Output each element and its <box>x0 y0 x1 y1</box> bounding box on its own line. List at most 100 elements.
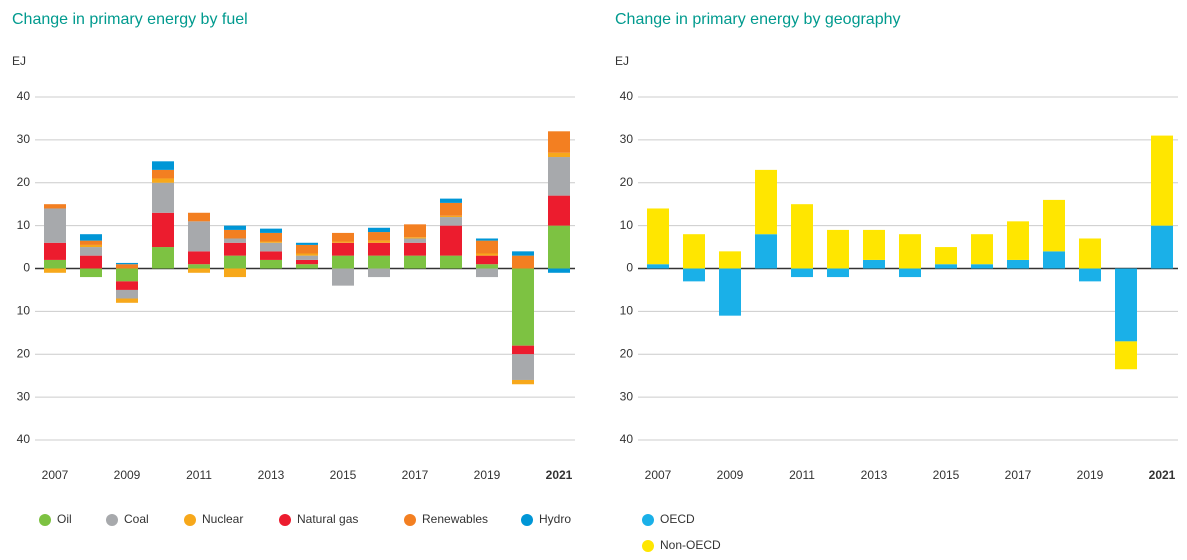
bar-segment <box>899 234 921 269</box>
bar-segment <box>44 208 66 243</box>
bar-segment <box>224 255 246 269</box>
bar-segment <box>1151 225 1173 269</box>
x-tick-label: 2015 <box>933 468 960 482</box>
legend-swatch <box>642 540 654 552</box>
bar-segment <box>260 241 282 243</box>
bar-segment <box>440 217 462 226</box>
bar-segment <box>404 242 426 256</box>
bar-segment <box>476 268 498 278</box>
x-tick-label: 2019 <box>1077 468 1104 482</box>
y-tick-label: 30 <box>17 132 31 146</box>
bar-segment <box>332 268 354 286</box>
y-tick-label: 10 <box>620 218 634 232</box>
bar-segment <box>1151 135 1173 226</box>
bar-segment <box>44 204 66 209</box>
bar-segment <box>260 232 282 242</box>
y-tick-label: 20 <box>17 175 31 189</box>
bar-segment <box>971 234 993 265</box>
bar-segment <box>152 212 174 248</box>
x-tick-label: 2007 <box>645 468 672 482</box>
bar-segment <box>224 242 246 256</box>
bar-segment <box>296 242 318 245</box>
bar-segment <box>260 242 282 252</box>
bar-segment <box>260 259 282 269</box>
bar-segment <box>116 262 138 265</box>
bar-segment <box>224 229 246 239</box>
bar-segment <box>188 212 210 222</box>
bar-segment <box>404 224 426 238</box>
y-tick-label: 40 <box>17 432 31 446</box>
x-tick-label: 2009 <box>114 468 141 482</box>
x-tick-label: 2019 <box>474 468 501 482</box>
y-tick-label: 0 <box>626 261 633 275</box>
bar-segment <box>404 237 426 239</box>
x-tick-label: 2021 <box>1149 468 1176 482</box>
bar-segment <box>548 268 570 273</box>
bar-segment <box>368 232 390 241</box>
y-tick-label: 30 <box>620 132 634 146</box>
legend-swatch <box>521 514 533 526</box>
bar-segment <box>188 221 210 252</box>
bar-segment <box>368 240 390 243</box>
legend-label: Natural gas <box>297 512 358 526</box>
bar-segment <box>647 208 669 265</box>
bar-segment <box>476 240 498 254</box>
bar-segment <box>80 268 102 278</box>
y-axis-label: EJ <box>12 54 26 68</box>
bar-segment <box>863 229 885 260</box>
bar-segment <box>116 268 138 282</box>
bar-segment <box>827 229 849 269</box>
bar-segment <box>548 195 570 226</box>
bar-segment <box>719 251 741 269</box>
bar-segment <box>791 268 813 278</box>
bar-segment <box>1079 238 1101 269</box>
bar-segment <box>440 198 462 203</box>
chart-title: Change in primary energy by geography <box>615 11 901 28</box>
bar-segment <box>296 244 318 254</box>
x-tick-label: 2021 <box>546 468 573 482</box>
bar-segment <box>440 202 462 216</box>
bar-segment <box>116 289 138 299</box>
bar-segment <box>44 242 66 260</box>
bar-segment <box>116 281 138 290</box>
bar-segment <box>647 264 669 269</box>
bar-segment <box>368 268 390 278</box>
bar-segment <box>188 251 210 265</box>
bar-segment <box>152 178 174 183</box>
bar-segment <box>476 253 498 256</box>
bar-segment <box>512 354 534 380</box>
bar-segment <box>1007 221 1029 260</box>
bar-segment <box>1043 199 1065 252</box>
bar-segment <box>548 131 570 153</box>
bar-segment <box>152 169 174 179</box>
y-tick-label: 10 <box>17 218 31 232</box>
x-tick-label: 2007 <box>42 468 69 482</box>
bar-segment <box>368 227 390 233</box>
legend-label: Coal <box>124 512 149 526</box>
bar-segment <box>971 264 993 269</box>
bar-segment <box>404 255 426 269</box>
x-tick-label: 2017 <box>1005 468 1032 482</box>
bar-segment <box>188 268 210 273</box>
bar-segment <box>296 255 318 260</box>
legend-label: Oil <box>57 512 72 526</box>
bar-segment <box>476 264 498 269</box>
y-tick-label: 20 <box>620 175 634 189</box>
x-tick-label: 2015 <box>330 468 357 482</box>
bar-segment <box>260 228 282 233</box>
bar-segment <box>1115 268 1137 342</box>
bar-segment <box>548 152 570 158</box>
bar-segment <box>44 259 66 269</box>
legend-swatch <box>39 514 51 526</box>
bar-segment <box>548 157 570 196</box>
bar-segment <box>935 247 957 265</box>
legend-label: Hydro <box>539 512 571 526</box>
legend-label: Renewables <box>422 512 488 526</box>
bar-segment <box>899 268 921 278</box>
y-tick-label: 20 <box>17 346 31 360</box>
bar-segment <box>116 298 138 303</box>
x-tick-label: 2013 <box>861 468 888 482</box>
bar-segment <box>332 242 354 256</box>
bar-segment <box>512 268 534 346</box>
